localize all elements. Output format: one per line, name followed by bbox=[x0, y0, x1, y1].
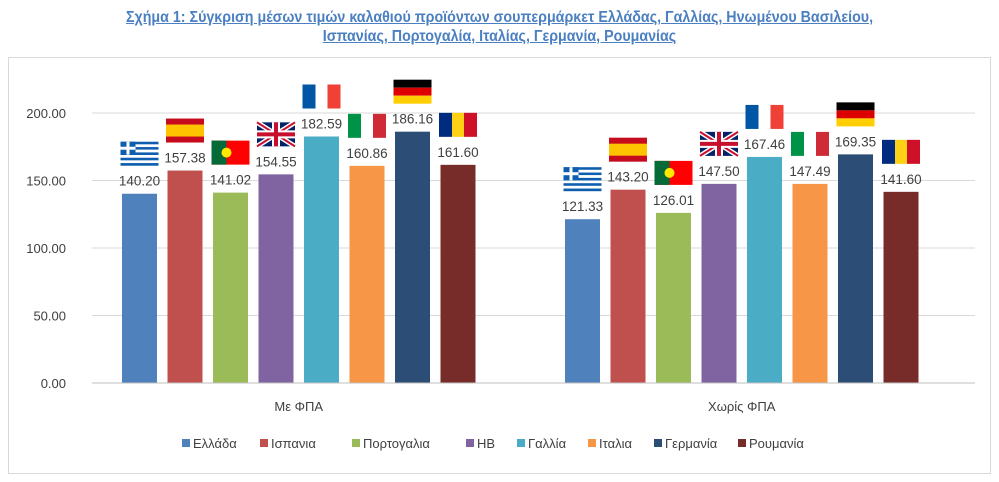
data-label: 147.50 bbox=[698, 164, 739, 179]
legend-label: Ρουμανία bbox=[749, 436, 804, 451]
legend-item: Γερμανία bbox=[654, 436, 718, 451]
bar bbox=[883, 191, 919, 383]
bar bbox=[122, 193, 157, 383]
data-label: 141.60 bbox=[880, 172, 921, 187]
legend-swatch bbox=[352, 439, 360, 447]
data-label: 141.02 bbox=[210, 173, 251, 188]
data-label: 143.20 bbox=[607, 170, 648, 185]
y-tick-label: 200.00 bbox=[26, 106, 66, 121]
france-flag-icon bbox=[302, 84, 341, 109]
bar bbox=[304, 136, 339, 383]
bar bbox=[440, 164, 476, 383]
bar bbox=[258, 174, 294, 383]
bar bbox=[565, 219, 600, 383]
germany-flag-icon bbox=[836, 102, 875, 127]
legend-label: Ιταλια bbox=[599, 436, 632, 451]
y-tick-label: 100.00 bbox=[26, 241, 66, 256]
x-category-label: Με ΦΠΑ bbox=[274, 399, 323, 414]
germany-flag-icon bbox=[393, 79, 432, 104]
data-label: 167.46 bbox=[744, 137, 785, 152]
legend-swatch bbox=[654, 439, 662, 447]
legend-label: Πορτογαλια bbox=[363, 436, 430, 451]
legend-label: Γερμανία bbox=[665, 436, 718, 451]
data-label: 161.60 bbox=[437, 145, 478, 160]
legend-label: Γαλλία bbox=[528, 436, 567, 451]
bar bbox=[747, 156, 782, 383]
bar bbox=[167, 170, 203, 383]
greece-flag-icon bbox=[563, 167, 602, 192]
france-flag-icon bbox=[745, 104, 784, 129]
uk-flag-icon bbox=[698, 129, 740, 158]
legend-item: Ελλάδα bbox=[182, 436, 237, 451]
legend-item: ΗΒ bbox=[466, 436, 495, 451]
data-label: 186.16 bbox=[392, 112, 433, 127]
bar bbox=[838, 154, 873, 383]
romania-flag-icon bbox=[439, 112, 477, 137]
legend-swatch bbox=[588, 439, 596, 447]
legend-item: Γαλλία bbox=[517, 436, 567, 451]
data-label: 157.38 bbox=[164, 151, 205, 166]
portugal-flag-icon bbox=[211, 140, 250, 165]
chart-frame bbox=[8, 57, 991, 474]
spain-flag-icon bbox=[166, 118, 204, 143]
title-line-1: Σχήμα 1: Σύγκριση μέσων τιμών καλαθιού π… bbox=[125, 9, 874, 26]
legend-item: Ισπανια bbox=[260, 436, 316, 451]
bar bbox=[701, 183, 737, 383]
data-label: 126.01 bbox=[653, 193, 694, 208]
data-label: 147.49 bbox=[789, 164, 830, 179]
legend-swatch bbox=[738, 439, 746, 447]
legend-item: Ρουμανία bbox=[738, 436, 804, 451]
y-tick-label: 0.00 bbox=[41, 376, 66, 391]
portugal-flag-icon bbox=[654, 160, 693, 185]
legend-item: Πορτογαλια bbox=[352, 436, 430, 451]
greece-flag-icon bbox=[120, 141, 159, 166]
legend-swatch bbox=[517, 439, 525, 447]
bar bbox=[656, 212, 691, 383]
legend-label: ΗΒ bbox=[477, 436, 495, 451]
uk-flag-icon bbox=[255, 120, 297, 149]
x-category-label: Χωρίς ΦΠΑ bbox=[708, 399, 776, 414]
romania-flag-icon bbox=[882, 139, 920, 164]
data-label: 160.86 bbox=[346, 146, 387, 161]
italy-flag-icon bbox=[348, 113, 386, 138]
italy-flag-icon bbox=[791, 131, 829, 156]
y-tick-label: 150.00 bbox=[26, 174, 66, 189]
data-label: 169.35 bbox=[835, 134, 876, 149]
legend-swatch bbox=[260, 439, 268, 447]
y-tick-label: 50.00 bbox=[33, 309, 66, 324]
legend-swatch bbox=[182, 439, 190, 447]
bar bbox=[792, 183, 828, 383]
bar bbox=[610, 189, 646, 383]
data-label: 154.55 bbox=[255, 154, 296, 169]
bar bbox=[213, 192, 248, 383]
chart-title: Σχήμα 1: Σύγκριση μέσων τιμών καλαθιού π… bbox=[40, 8, 959, 46]
data-label: 182.59 bbox=[301, 117, 342, 132]
spain-flag-icon bbox=[609, 137, 647, 162]
legend-swatch bbox=[466, 439, 474, 447]
legend-item: Ιταλια bbox=[588, 436, 632, 451]
title-line-2: Ισπανίας, Πορτογαλία, Ιταλίας, Γερμανία,… bbox=[322, 28, 677, 45]
bar bbox=[349, 165, 385, 383]
data-label: 140.20 bbox=[119, 174, 160, 189]
legend-label: Ισπανια bbox=[271, 436, 316, 451]
bar bbox=[395, 131, 430, 383]
legend-label: Ελλάδα bbox=[193, 436, 237, 451]
data-label: 121.33 bbox=[562, 199, 603, 214]
